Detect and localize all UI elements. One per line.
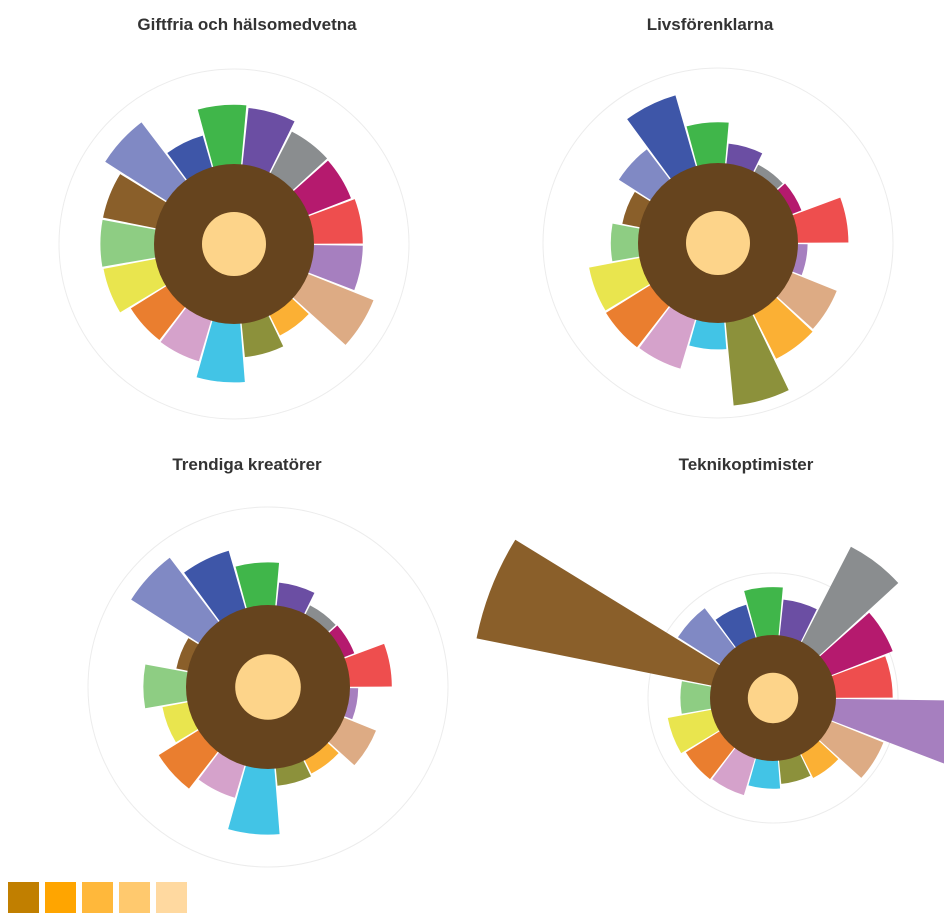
legend bbox=[8, 882, 187, 913]
panel-4 bbox=[476, 539, 944, 824]
legend-swatch-1 bbox=[8, 882, 39, 913]
center-core bbox=[686, 211, 750, 275]
bar-3 bbox=[790, 546, 899, 673]
center-core bbox=[202, 212, 266, 276]
panel-3 bbox=[87, 506, 449, 868]
panel-title-2: Livsförenklarna bbox=[647, 15, 774, 34]
panel-title-1: Giftfria och hälsomedvetna bbox=[137, 15, 357, 34]
grid-circle bbox=[87, 506, 449, 868]
legend-swatch-4 bbox=[119, 882, 150, 913]
grid-circle bbox=[542, 67, 894, 419]
legend-swatch-2 bbox=[45, 882, 76, 913]
grid-circle bbox=[647, 572, 899, 824]
panel-title-3: Trendiga kreatörer bbox=[172, 455, 322, 474]
center-core bbox=[235, 654, 301, 720]
panel-2 bbox=[542, 67, 894, 419]
bar-15 bbox=[476, 539, 741, 691]
polar-panels bbox=[58, 67, 944, 868]
legend-swatch-3 bbox=[82, 882, 113, 913]
panel-1 bbox=[58, 68, 410, 420]
legend-swatch-5 bbox=[156, 882, 187, 913]
center-core bbox=[747, 672, 799, 724]
panel-title-4: Teknikoptimister bbox=[679, 455, 814, 474]
grid-circle bbox=[58, 68, 410, 420]
bar-6 bbox=[808, 698, 944, 764]
